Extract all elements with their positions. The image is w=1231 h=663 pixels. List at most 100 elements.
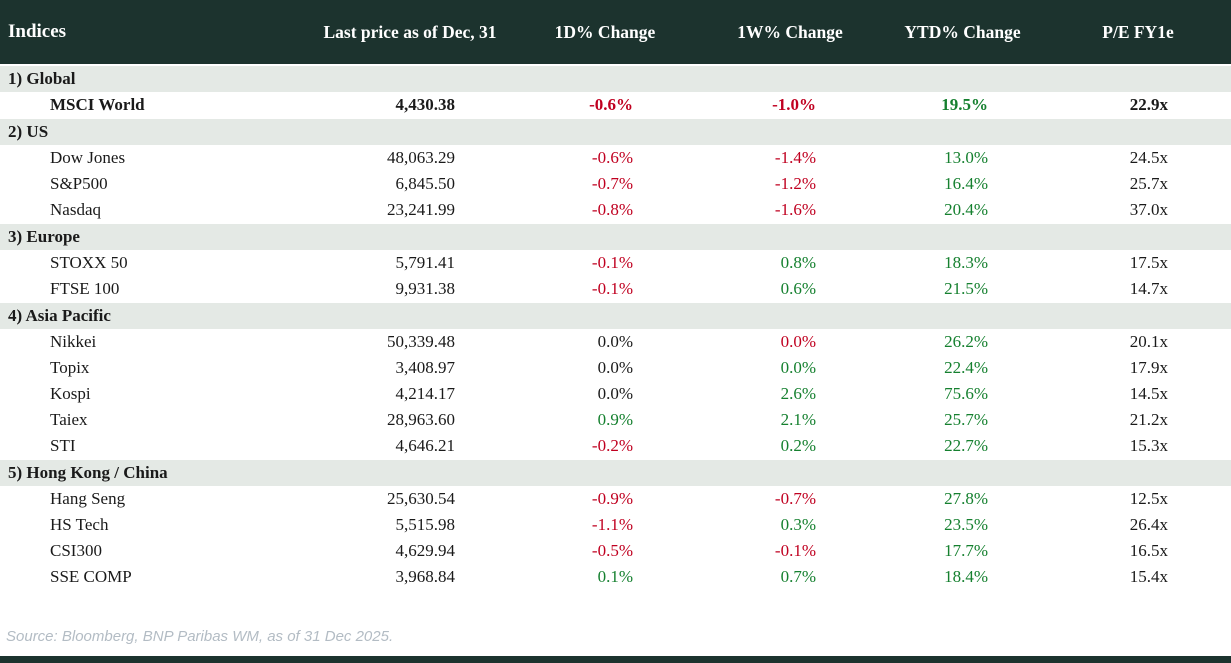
index-name: MSCI World — [0, 92, 310, 119]
change-1d: 0.0% — [510, 355, 700, 381]
change-ytd: 20.4% — [880, 197, 1045, 224]
section-row: 5) Hong Kong / China — [0, 459, 1231, 486]
last-price: 4,430.38 — [310, 92, 510, 119]
table-row: Kospi 4,214.17 0.0% 2.6% 75.6% 14.5x — [0, 381, 1231, 407]
change-1d: -0.5% — [510, 538, 700, 564]
change-1w: 2.6% — [700, 381, 880, 407]
last-price: 3,408.97 — [310, 355, 510, 381]
index-name: Nasdaq — [0, 197, 310, 224]
source-note: Source: Bloomberg, BNP Paribas WM, as of… — [6, 628, 394, 645]
change-1d: -1.1% — [510, 512, 700, 538]
table-row: HS Tech 5,515.98 -1.1% 0.3% 23.5% 26.4x — [0, 512, 1231, 538]
change-1d: 0.9% — [510, 407, 700, 433]
pe-fy1e: 15.4x — [1045, 564, 1231, 590]
index-name: Hang Seng — [0, 486, 310, 512]
change-ytd: 19.5% — [880, 92, 1045, 119]
index-name: CSI300 — [0, 538, 310, 564]
section-row: 1) Global — [0, 64, 1231, 92]
section-label: 4) Asia Pacific — [0, 302, 1231, 329]
change-1w: 0.3% — [700, 512, 880, 538]
last-price: 23,241.99 — [310, 197, 510, 224]
change-ytd: 75.6% — [880, 381, 1045, 407]
index-name: STI — [0, 433, 310, 460]
table-row: SSE COMP 3,968.84 0.1% 0.7% 18.4% 15.4x — [0, 564, 1231, 590]
change-1w: -1.2% — [700, 171, 880, 197]
table-row: Taiex 28,963.60 0.9% 2.1% 25.7% 21.2x — [0, 407, 1231, 433]
index-name: Kospi — [0, 381, 310, 407]
change-1w: 0.0% — [700, 355, 880, 381]
change-1w: 2.1% — [700, 407, 880, 433]
change-1w: 0.0% — [700, 329, 880, 355]
bottom-accent-bar — [0, 656, 1231, 663]
index-name: SSE COMP — [0, 564, 310, 590]
change-1w: 0.7% — [700, 564, 880, 590]
pe-fy1e: 37.0x — [1045, 197, 1231, 224]
last-price: 4,629.94 — [310, 538, 510, 564]
column-header-ytd-change: YTD% Change — [880, 0, 1045, 66]
section-label: 2) US — [0, 118, 1231, 145]
table-row: STI 4,646.21 -0.2% 0.2% 22.7% 15.3x — [0, 433, 1231, 460]
change-ytd: 22.7% — [880, 433, 1045, 460]
column-header-1w-change: 1W% Change — [700, 0, 880, 66]
change-ytd: 16.4% — [880, 171, 1045, 197]
pe-fy1e: 14.7x — [1045, 276, 1231, 303]
section-row: 3) Europe — [0, 223, 1231, 250]
table-row: STOXX 50 5,791.41 -0.1% 0.8% 18.3% 17.5x — [0, 250, 1231, 276]
table-row: Nikkei 50,339.48 0.0% 0.0% 26.2% 20.1x — [0, 329, 1231, 355]
table-row: Nasdaq 23,241.99 -0.8% -1.6% 20.4% 37.0x — [0, 197, 1231, 224]
section-row: 4) Asia Pacific — [0, 302, 1231, 329]
pe-fy1e: 22.9x — [1045, 92, 1231, 119]
last-price: 28,963.60 — [310, 407, 510, 433]
index-name: Topix — [0, 355, 310, 381]
last-price: 5,515.98 — [310, 512, 510, 538]
change-1d: -0.2% — [510, 433, 700, 460]
last-price: 48,063.29 — [310, 145, 510, 171]
change-1d: 0.0% — [510, 329, 700, 355]
change-ytd: 21.5% — [880, 276, 1045, 303]
change-1w: -0.1% — [700, 538, 880, 564]
pe-fy1e: 20.1x — [1045, 329, 1231, 355]
change-1w: 0.6% — [700, 276, 880, 303]
last-price: 4,214.17 — [310, 381, 510, 407]
table-row: CSI300 4,629.94 -0.5% -0.1% 17.7% 16.5x — [0, 538, 1231, 564]
pe-fy1e: 25.7x — [1045, 171, 1231, 197]
pe-fy1e: 21.2x — [1045, 407, 1231, 433]
change-1d: 0.1% — [510, 564, 700, 590]
pe-fy1e: 17.5x — [1045, 250, 1231, 276]
index-name: HS Tech — [0, 512, 310, 538]
index-name: Nikkei — [0, 329, 310, 355]
last-price: 3,968.84 — [310, 564, 510, 590]
change-ytd: 22.4% — [880, 355, 1045, 381]
indices-table: Indices Last price as of Dec, 31 1D% Cha… — [0, 0, 1231, 590]
change-1d: -0.6% — [510, 145, 700, 171]
column-header-last-price: Last price as of Dec, 31 — [310, 0, 510, 66]
change-ytd: 17.7% — [880, 538, 1045, 564]
pe-fy1e: 15.3x — [1045, 433, 1231, 460]
change-ytd: 18.4% — [880, 564, 1045, 590]
table-row: Topix 3,408.97 0.0% 0.0% 22.4% 17.9x — [0, 355, 1231, 381]
change-1d: -0.6% — [510, 92, 700, 119]
table-header: Indices Last price as of Dec, 31 1D% Cha… — [0, 0, 1231, 66]
change-1d: -0.7% — [510, 171, 700, 197]
pe-fy1e: 14.5x — [1045, 381, 1231, 407]
change-1w: -0.7% — [700, 486, 880, 512]
pe-fy1e: 26.4x — [1045, 512, 1231, 538]
last-price: 5,791.41 — [310, 250, 510, 276]
change-1w: -1.6% — [700, 197, 880, 224]
pe-fy1e: 12.5x — [1045, 486, 1231, 512]
change-1w: -1.0% — [700, 92, 880, 119]
change-1d: -0.8% — [510, 197, 700, 224]
table-body: 1) Global MSCI World 4,430.38 -0.6% -1.0% 19.… — [0, 64, 1231, 590]
change-1d: -0.9% — [510, 486, 700, 512]
index-name: Dow Jones — [0, 145, 310, 171]
column-header-indices: Indices — [0, 0, 310, 66]
pe-fy1e: 16.5x — [1045, 538, 1231, 564]
column-header-pe-fy1e: P/E FY1e — [1045, 0, 1231, 66]
table-row: FTSE 100 9,931.38 -0.1% 0.6% 21.5% 14.7x — [0, 276, 1231, 303]
column-header-1d-change: 1D% Change — [510, 0, 700, 66]
index-name: S&P500 — [0, 171, 310, 197]
change-1d: 0.0% — [510, 381, 700, 407]
section-label: 5) Hong Kong / China — [0, 459, 1231, 486]
change-ytd: 18.3% — [880, 250, 1045, 276]
